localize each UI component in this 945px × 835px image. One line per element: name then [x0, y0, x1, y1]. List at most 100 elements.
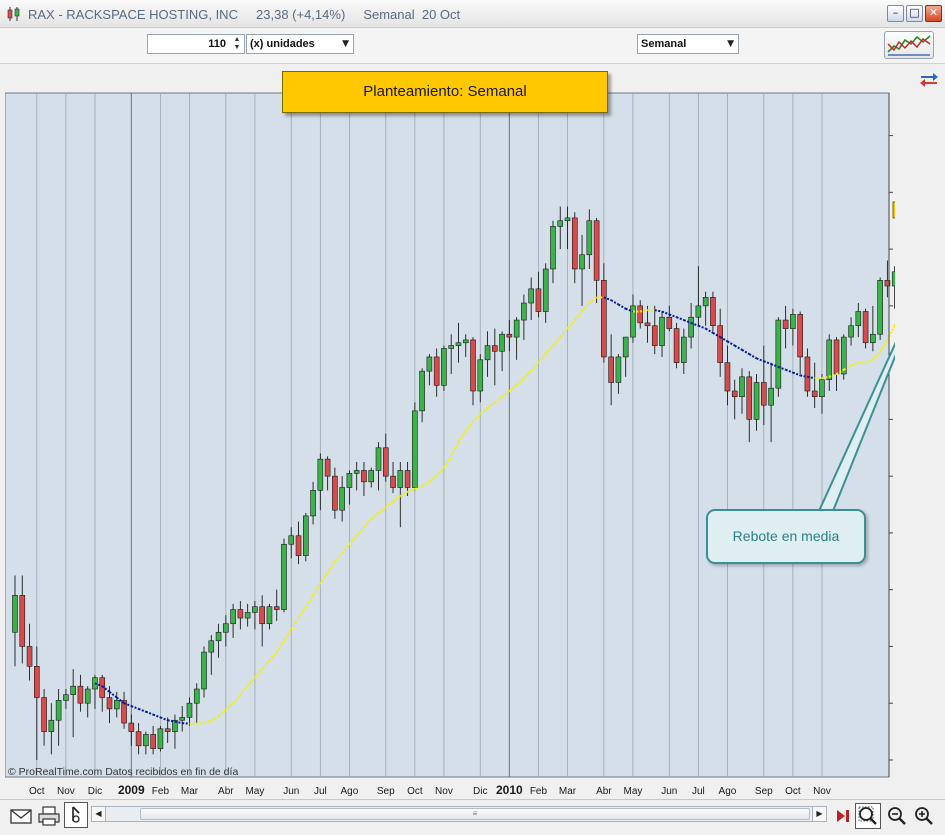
candle-body[interactable] — [513, 319, 520, 338]
candle-body[interactable] — [608, 356, 614, 383]
candle-body[interactable] — [157, 728, 164, 749]
candle-body[interactable] — [106, 697, 113, 710]
cursor-tool-button[interactable] — [64, 802, 88, 828]
candle-body[interactable] — [782, 319, 789, 329]
candle-body[interactable] — [273, 606, 280, 610]
candle-body[interactable] — [208, 640, 215, 653]
candle-body[interactable] — [448, 345, 455, 349]
scroll-to-end-icon[interactable] — [831, 804, 855, 828]
candle-body[interactable] — [717, 325, 723, 363]
candle-body[interactable] — [462, 339, 469, 344]
candle-body[interactable] — [630, 305, 636, 338]
zoom-area-button[interactable] — [855, 803, 881, 829]
candle-body[interactable] — [34, 666, 40, 698]
candle-body[interactable] — [128, 722, 135, 732]
candle-body[interactable] — [77, 685, 84, 704]
email-icon[interactable] — [9, 804, 33, 828]
candle-body[interactable] — [382, 447, 389, 477]
candle-body[interactable] — [48, 719, 55, 732]
candle-body[interactable] — [121, 700, 127, 724]
candle-body[interactable] — [143, 734, 149, 747]
candle-body[interactable] — [571, 217, 578, 270]
indicators-button[interactable] — [884, 31, 934, 59]
candle-body[interactable] — [775, 319, 782, 389]
candle-body[interactable] — [521, 302, 527, 321]
candle-body[interactable] — [586, 220, 593, 256]
candle-body[interactable] — [840, 336, 847, 375]
candle-body[interactable] — [397, 470, 404, 488]
price-chart[interactable]: Oct Nov Dic 2009 Feb Mar Abr May Jun Jul Ago Sep Oct… — [5, 91, 895, 797]
candle-body[interactable] — [891, 271, 895, 287]
scroll-thumb[interactable]: ≡ — [140, 808, 810, 820]
scroll-right-arrow[interactable]: ▶ — [812, 807, 826, 821]
swap-arrows-icon[interactable] — [918, 70, 940, 88]
candle-body[interactable] — [870, 333, 876, 344]
candle-body[interactable] — [615, 356, 622, 383]
candle-body[interactable] — [768, 387, 774, 406]
candlestick-chart-svg[interactable]: Oct Nov Dic 2009 Feb Mar Abr May Jun Jul Ago Sep Oct… — [5, 91, 895, 797]
candle-body[interactable] — [848, 325, 854, 338]
minimize-button[interactable]: – — [887, 5, 904, 22]
candle-body[interactable] — [332, 475, 338, 511]
candle-body[interactable] — [288, 535, 295, 545]
candle-body[interactable] — [528, 288, 534, 304]
candle-body[interactable] — [99, 677, 106, 698]
bounce-annotation-callout[interactable]: Rebote en media — [706, 509, 866, 564]
candle-body[interactable] — [710, 297, 716, 327]
candle-body[interactable] — [651, 325, 658, 346]
candle-body[interactable] — [579, 254, 585, 270]
candle-body[interactable] — [492, 345, 498, 352]
candle-body[interactable] — [455, 342, 462, 346]
candle-body[interactable] — [310, 490, 316, 517]
candle-body[interactable] — [172, 719, 178, 732]
candle-body[interactable] — [266, 606, 273, 625]
quantity-stepper[interactable]: 110 ▲ ▼ — [147, 34, 245, 54]
candle-body[interactable] — [164, 728, 171, 732]
units-dropdown[interactable]: (x) unidades ▼ — [246, 34, 354, 54]
candle-body[interactable] — [19, 595, 26, 647]
candle-body[interactable] — [695, 305, 702, 318]
period-dropdown[interactable]: Semanal ▼ — [637, 34, 739, 54]
candle-body[interactable] — [295, 535, 302, 556]
candle-body[interactable] — [484, 345, 491, 361]
candle-body[interactable] — [819, 379, 825, 397]
print-icon[interactable] — [37, 804, 61, 828]
candle-body[interactable] — [12, 595, 18, 633]
candle-body[interactable] — [644, 322, 651, 327]
candle-body[interactable] — [637, 305, 644, 324]
candle-body[interactable] — [390, 475, 396, 488]
candle-body[interactable] — [302, 515, 309, 556]
candle-body[interactable] — [804, 356, 811, 392]
candle-body[interactable] — [470, 339, 476, 392]
candle-body[interactable] — [855, 311, 862, 327]
candle-body[interactable] — [797, 314, 803, 358]
candle-body[interactable] — [259, 606, 265, 625]
plan-annotation-box[interactable]: Planteamiento: Semanal — [282, 71, 608, 113]
candle-body[interactable] — [346, 473, 353, 488]
zoom-in-icon[interactable] — [912, 804, 936, 828]
candle-body[interactable] — [84, 688, 91, 704]
candle-body[interactable] — [673, 328, 680, 363]
candle-body[interactable] — [535, 288, 542, 312]
candle-body[interactable] — [230, 609, 236, 625]
zoom-out-icon[interactable] — [885, 804, 909, 828]
candle-body[interactable] — [441, 348, 447, 386]
candle-body[interactable] — [113, 700, 120, 710]
candle-body[interactable] — [702, 297, 709, 307]
candle-body[interactable] — [70, 685, 76, 695]
candle-body[interactable] — [252, 606, 258, 613]
candle-body[interactable] — [237, 609, 244, 619]
candle-body[interactable] — [433, 356, 440, 386]
candle-body[interactable] — [731, 390, 738, 397]
plot-area[interactable] — [5, 92, 890, 778]
candle-body[interactable] — [41, 697, 47, 732]
maximize-button[interactable]: □ — [906, 5, 923, 22]
candle-body[interactable] — [593, 220, 600, 281]
candle-body[interactable] — [601, 280, 607, 358]
candle-body[interactable] — [353, 470, 360, 474]
candle-body[interactable] — [557, 220, 564, 227]
close-button[interactable]: ✕ — [925, 5, 942, 22]
candle-body[interactable] — [753, 382, 760, 420]
candle-body[interactable] — [659, 316, 665, 346]
candle-body[interactable] — [884, 280, 891, 287]
